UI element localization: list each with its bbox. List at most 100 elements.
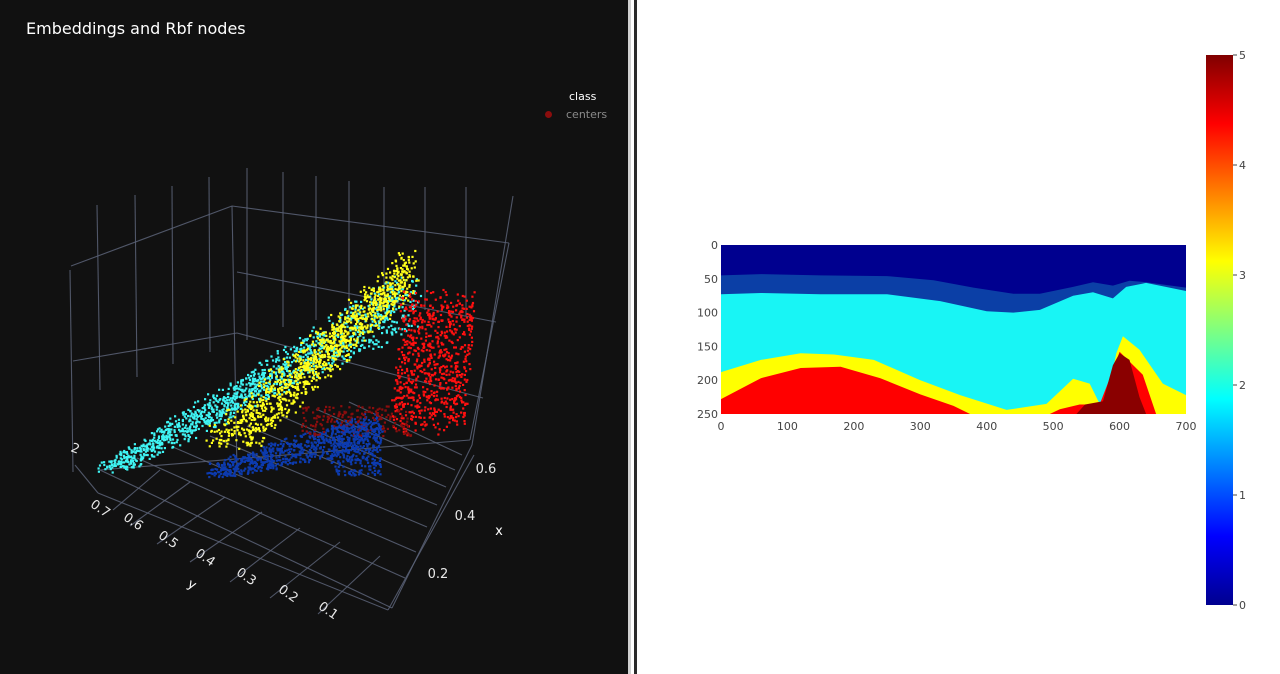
embedding-point <box>402 264 405 267</box>
embedding-point <box>442 288 445 292</box>
embedding-point <box>120 454 123 457</box>
embedding-point <box>393 292 396 295</box>
embedding-point <box>421 370 424 374</box>
embedding-point <box>338 340 341 343</box>
point-cloud-1 <box>206 413 386 479</box>
grid-line <box>136 457 406 579</box>
x-tick-label: 100 <box>777 420 798 433</box>
embedding-point <box>319 355 322 359</box>
embedding-point <box>391 262 394 265</box>
embedding-point <box>189 415 192 418</box>
embedding-point <box>263 457 266 460</box>
embedding-point <box>194 428 197 431</box>
embedding-point <box>439 313 443 317</box>
embedding-point <box>238 472 242 475</box>
embedding-point <box>408 320 411 323</box>
embedding-point <box>405 381 408 384</box>
embedding-point <box>445 373 448 376</box>
embedding-point <box>140 463 143 466</box>
embedding-point <box>286 369 289 372</box>
embedding-point <box>274 464 277 467</box>
embedding-point <box>399 402 402 405</box>
x-tick-label: 600 <box>1109 420 1130 433</box>
embedding-point <box>452 419 455 422</box>
embedding-point <box>328 448 331 451</box>
embedding-point <box>365 291 368 294</box>
embedding-point <box>409 396 412 399</box>
embedding-point <box>448 339 451 342</box>
embedding-point <box>213 421 216 424</box>
embedding-point <box>133 447 136 450</box>
embedding-point <box>349 329 352 332</box>
embedding-point <box>240 393 243 396</box>
embedding-point <box>157 435 161 438</box>
legend-item-centers[interactable]: centers <box>545 108 607 121</box>
embedding-point <box>271 417 274 420</box>
embedding-point <box>267 465 271 468</box>
embedding-point <box>346 317 350 320</box>
embedding-point <box>437 378 440 381</box>
embedding-point <box>268 462 271 465</box>
embedding-point <box>386 308 389 311</box>
embedding-point <box>343 329 347 332</box>
embedding-point <box>325 439 328 442</box>
embedding-point <box>336 451 339 455</box>
embedding-point <box>229 382 232 385</box>
embedding-point <box>296 386 299 389</box>
embedding-point <box>337 327 340 330</box>
heatmap-plot-area[interactable] <box>721 245 1186 414</box>
embedding-point <box>242 415 245 418</box>
embedding-point <box>306 337 309 340</box>
embedding-point <box>369 312 372 315</box>
embedding-point <box>181 429 184 432</box>
embedding-point <box>314 441 317 444</box>
embedding-point <box>290 402 293 405</box>
embedding-point <box>242 401 246 404</box>
embedding-point <box>371 471 374 474</box>
embedding-point <box>280 370 283 373</box>
embedding-point <box>417 354 420 357</box>
embedding-point <box>448 373 451 376</box>
embedding-point <box>340 442 343 445</box>
embedding-point <box>285 390 288 393</box>
embedding-point <box>348 339 351 342</box>
embedding-point <box>299 374 302 377</box>
embedding-point <box>403 281 406 284</box>
embedding-point <box>306 347 310 350</box>
embedding-point <box>280 462 284 465</box>
embedding-point <box>327 417 331 420</box>
embedding-point <box>411 298 414 301</box>
embedding-point <box>318 342 321 345</box>
embedding-point <box>216 406 219 409</box>
embedding-point <box>216 430 219 433</box>
embedding-point <box>193 429 196 432</box>
embeddings-3d-plot[interactable]: 0.7 0.6 0.5 0.4 0.3 0.2 0.1 0.2 0.4 0.6 2 x y Embedd… <box>0 0 628 674</box>
embedding-point <box>443 413 446 416</box>
embedding-point <box>231 474 235 477</box>
embedding-point <box>343 335 347 338</box>
embedding-point <box>463 295 466 298</box>
embedding-point <box>194 410 197 413</box>
embedding-point <box>322 441 325 444</box>
embedding-point <box>343 470 346 473</box>
embedding-point <box>438 386 441 389</box>
embedding-point <box>194 422 198 425</box>
embedding-point <box>123 466 126 469</box>
embedding-point <box>351 412 354 415</box>
embedding-point <box>270 406 273 409</box>
embedding-point <box>371 341 374 344</box>
embedding-point <box>458 390 462 393</box>
embedding-point <box>267 419 270 422</box>
embedding-point <box>440 304 443 307</box>
embedding-point <box>349 341 352 344</box>
embedding-point <box>448 417 451 420</box>
embedding-point <box>277 459 280 462</box>
embedding-point <box>283 364 287 367</box>
embedding-point <box>342 445 345 448</box>
embedding-point <box>357 435 360 439</box>
embedding-point <box>322 332 325 335</box>
embedding-point <box>169 430 172 434</box>
embedding-point <box>288 459 291 462</box>
